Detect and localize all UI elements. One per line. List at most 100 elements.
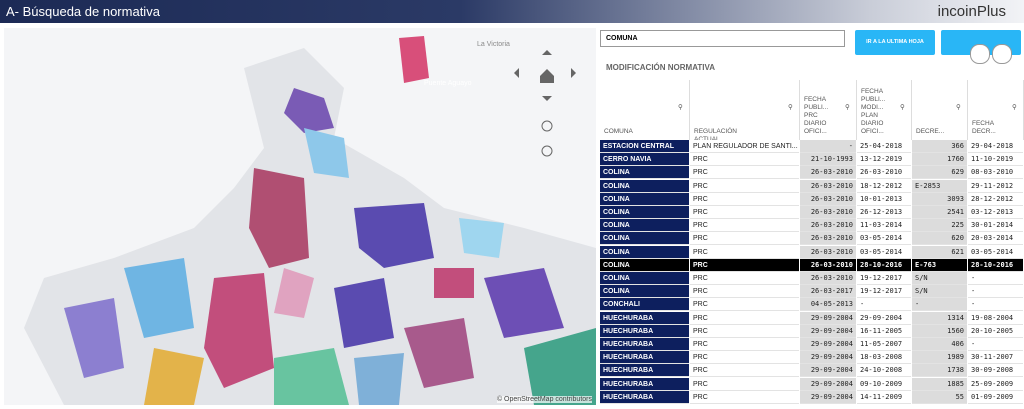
table-cell: 629 [912, 166, 967, 180]
column-header: PRC [804, 112, 818, 119]
filter-box[interactable]: COMUNA [600, 30, 845, 47]
col-sep [911, 80, 912, 140]
table-cell: 03-12-2013 [968, 206, 1023, 219]
table-cell: 20-10-2005 [968, 324, 1023, 338]
table-cell: 10-01-2013 [857, 192, 911, 206]
table-cell: PRC [690, 192, 799, 206]
table-cell: 29-09-2004 [800, 338, 856, 351]
map[interactable]: La Victoria Puente Aguayo © OpenStreetMa… [4, 28, 596, 405]
table-cell: 26-03-2010 [800, 206, 856, 219]
table-cell: 26-03-2010 [800, 245, 856, 259]
table-cell: 26-03-2010 [800, 166, 856, 180]
table-cell: 26-03-2010 [800, 272, 856, 285]
table-cell: - [800, 140, 856, 153]
table-cell: HUECHURABA [600, 351, 689, 365]
table-cell: 29-09-2004 [800, 351, 856, 365]
table-cell: COLINA [600, 272, 689, 285]
table-cell: COLINA [600, 285, 689, 299]
column-header: FECHA [804, 96, 827, 103]
table-cell: PRC [690, 153, 799, 167]
table-cell: PRC [690, 232, 799, 246]
table-cell: S/N [912, 285, 967, 299]
column-header: OFICI... [861, 128, 884, 135]
table-cell: 26-03-2010 [800, 192, 856, 206]
header-bar: A- Búsqueda de normativa incoinPlus [0, 0, 1024, 23]
table-cell: PRC [690, 338, 799, 351]
table-cell: 03-05-2014 [857, 232, 911, 246]
search-icon: ⚲ [956, 104, 961, 111]
table-cell: PLAN REGULADOR DE SANTI... [690, 140, 799, 153]
table-cell: PRC [690, 219, 799, 233]
column-header: DECR... [972, 128, 996, 135]
column-header: REGULACIÓN ACTUAL [694, 128, 737, 143]
table-cell: 18-03-2008 [857, 351, 911, 365]
map-label: La Victoria [477, 41, 510, 48]
table-cell: 1314 [912, 311, 967, 325]
table-cell: 25-04-2018 [857, 140, 911, 153]
table-cell: 11-05-2007 [857, 338, 911, 351]
table-cell: PRC [690, 351, 799, 365]
table-cell: 1738 [912, 364, 967, 378]
table-cell: 1760 [912, 153, 967, 167]
table-cell: 28-10-2016 [857, 258, 911, 272]
table-cell: 2541 [912, 206, 967, 219]
column-header: FECHA [861, 88, 884, 95]
table-cell: 29-09-2004 [800, 324, 856, 338]
icon[interactable] [992, 44, 1012, 64]
table-cell: 26-03-2010 [800, 258, 856, 272]
table-cell: HUECHURABA [600, 364, 689, 378]
table-cell: COLINA [600, 179, 689, 193]
table-cell: 03-05-2014 [968, 245, 1023, 259]
table-cell: 26-03-2017 [800, 285, 856, 299]
table-cell: HUECHURABA [600, 311, 689, 325]
table-cell: - [968, 272, 1023, 285]
table-cell: HUECHURABA [600, 390, 689, 404]
last-page-button[interactable]: IR A LA ULTIMA HOJA [855, 30, 935, 55]
table-cell: 3093 [912, 192, 967, 206]
table-cell: HUECHURABA [600, 324, 689, 338]
column-header: OFICI... [804, 128, 827, 135]
table-cell: 19-08-2004 [968, 311, 1023, 325]
table-cell: 30-01-2014 [968, 219, 1023, 233]
table-cell: CONCHALI [600, 298, 689, 312]
table-cell: 13-12-2019 [857, 153, 911, 167]
table-cell: PRC [690, 179, 799, 193]
table-cell: - [968, 285, 1023, 299]
table-cell: 1989 [912, 351, 967, 365]
table-cell: 29-09-2004 [800, 364, 856, 378]
table-cell: PRC [690, 285, 799, 299]
table-cell: 26-03-2010 [800, 232, 856, 246]
table-cell: PRC [690, 311, 799, 325]
table-cell: COLINA [600, 232, 689, 246]
table-cell: 09-10-2009 [857, 377, 911, 391]
table-cell: 20-03-2014 [968, 232, 1023, 246]
table-cell: 29-09-2004 [800, 377, 856, 391]
table-cell: PRC [690, 206, 799, 219]
icon[interactable] [970, 44, 990, 64]
table-cell: 406 [912, 338, 967, 351]
map-attribution: © OpenStreetMap contributors [496, 396, 592, 403]
search-icon: ⚲ [845, 104, 850, 111]
table-cell: 08-03-2010 [968, 166, 1023, 180]
table-cell: PRC [690, 324, 799, 338]
table-cell: ESTACION CENTRAL [600, 140, 689, 153]
table-cell: 29-09-2004 [800, 311, 856, 325]
table-cell: 366 [912, 140, 967, 153]
table-cell: 16-11-2005 [857, 324, 911, 338]
search-icon: ⚲ [900, 104, 905, 111]
table-cell: 24-10-2008 [857, 364, 911, 378]
column-header: MODI... [861, 104, 884, 111]
table-cell: 620 [912, 232, 967, 246]
column-header: FECHA [972, 120, 995, 127]
table-cell: HUECHURABA [600, 338, 689, 351]
map-controls[interactable] [514, 50, 576, 157]
table-cell: 29-04-2018 [968, 140, 1023, 153]
table-cell: E-2853 [912, 179, 967, 193]
table-cell: 26-03-2010 [800, 179, 856, 193]
table-cell: 29-09-2004 [857, 311, 911, 325]
table-cell: COLINA [600, 219, 689, 233]
table-cell: PRC [690, 272, 799, 285]
table-cell: 01-09-2009 [968, 390, 1023, 404]
column-header: PUBLI... [804, 104, 829, 111]
table-cell: COLINA [600, 192, 689, 206]
